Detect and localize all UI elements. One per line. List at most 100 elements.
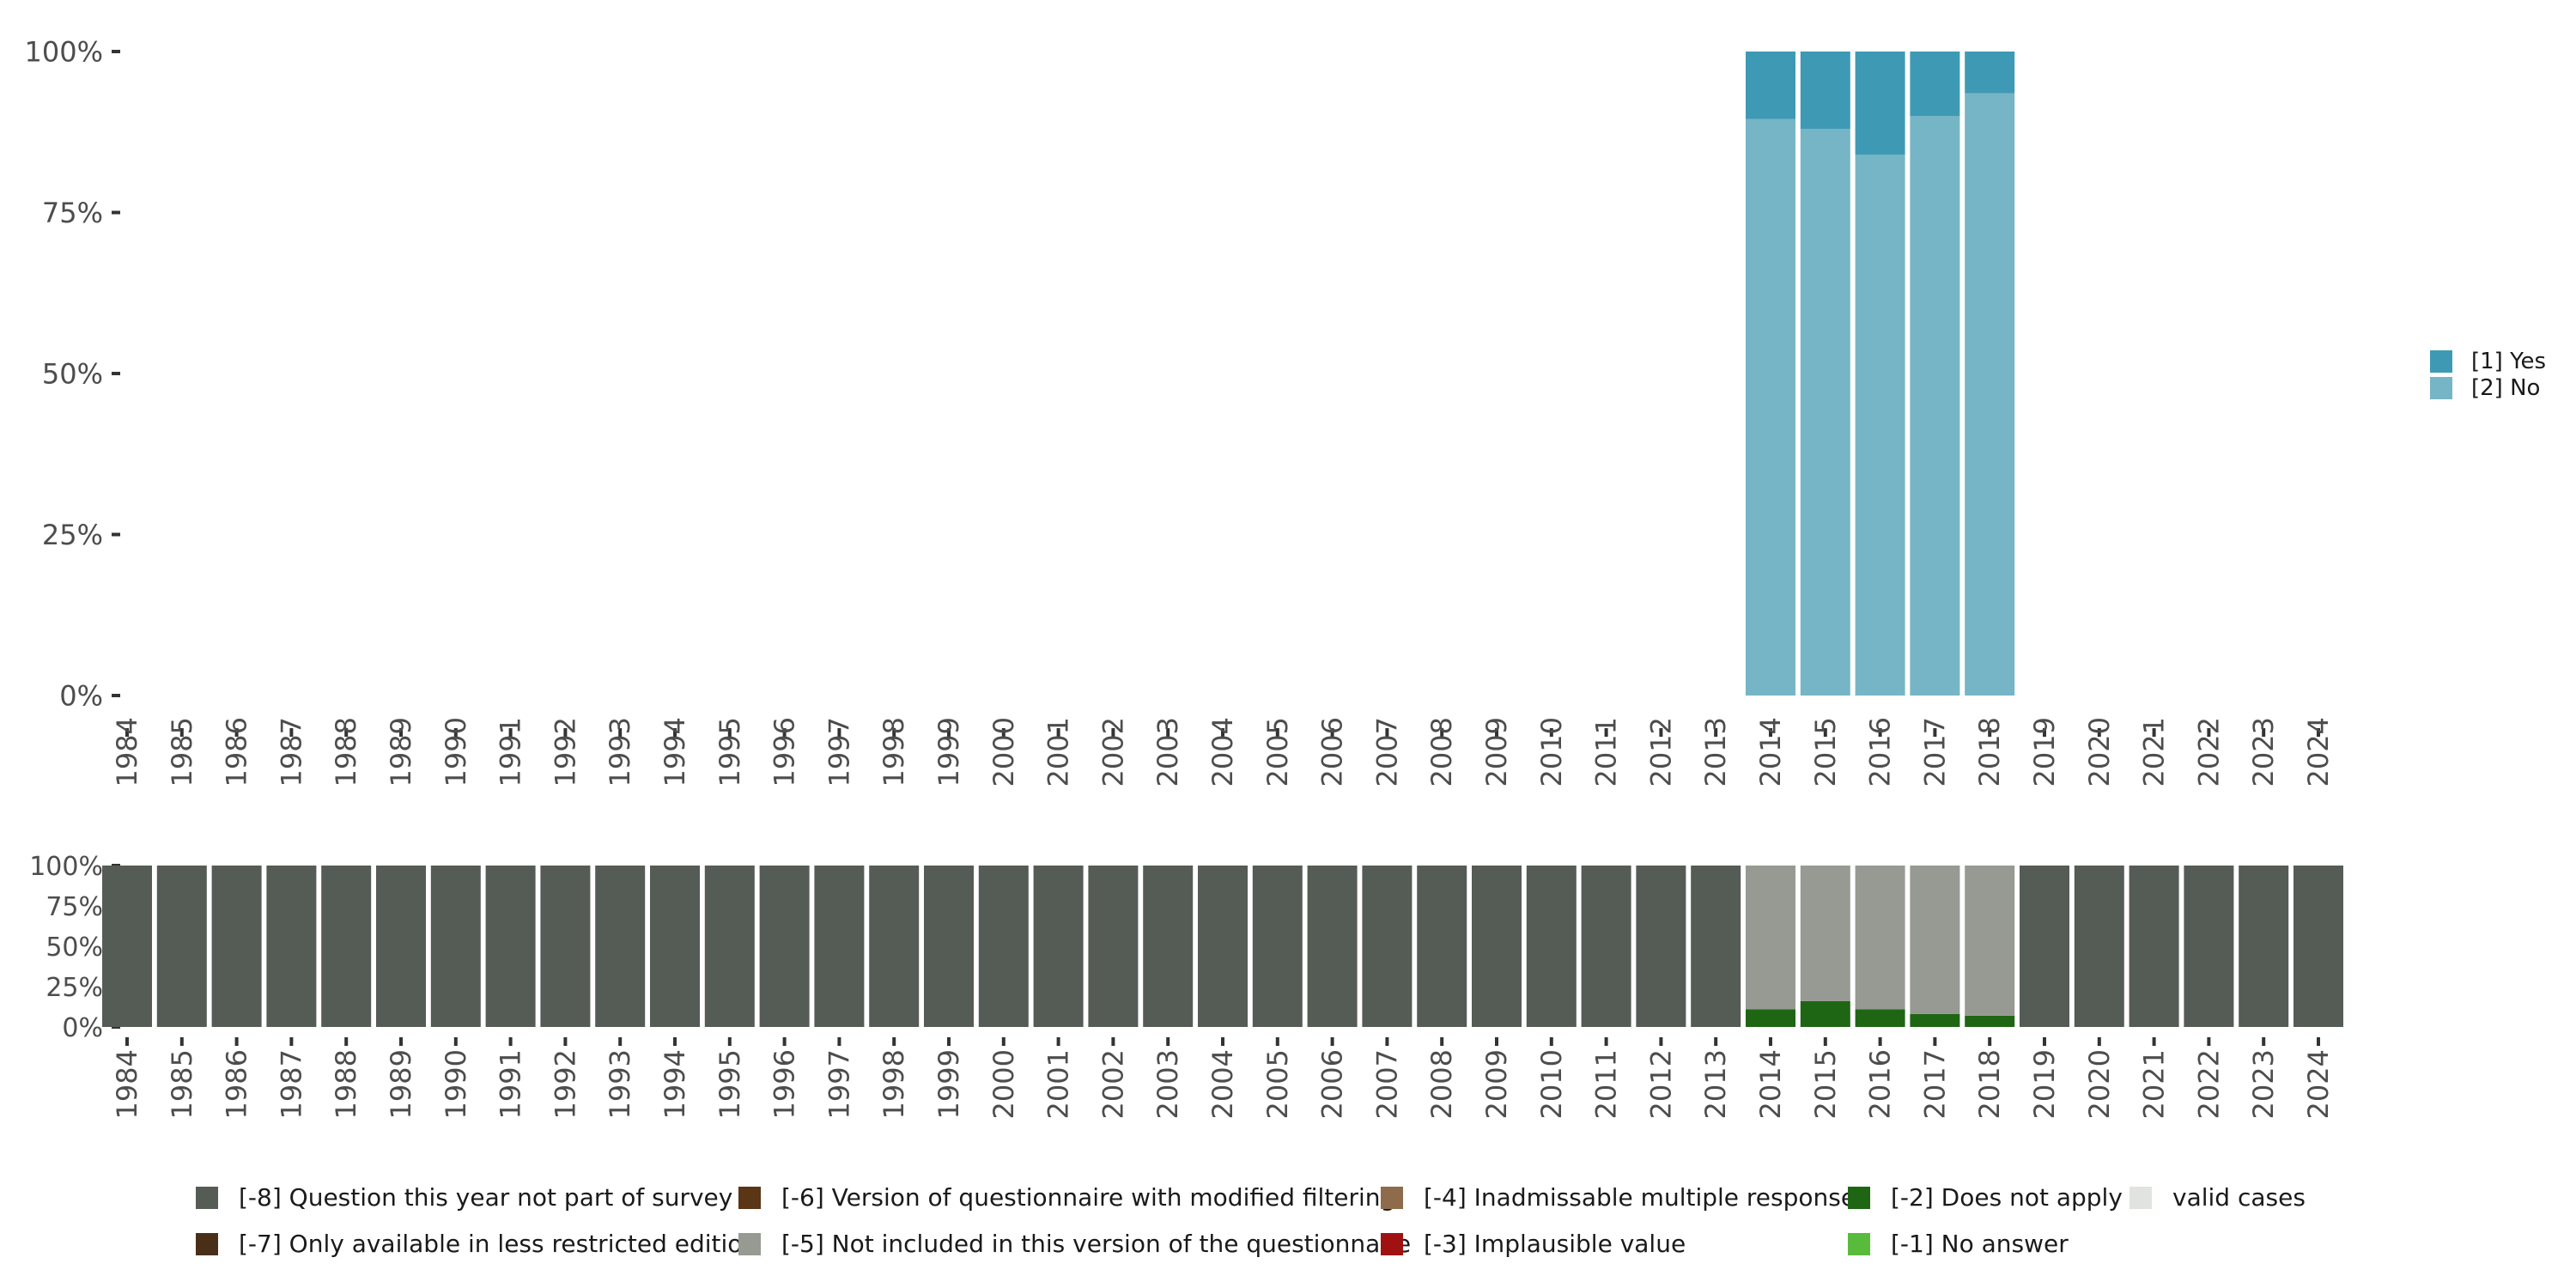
bottom-legend-item: [-6] Version of questionnaire with modif… [738,1183,1395,1212]
bar-segment [485,866,536,1027]
x-tick-label: 1994 [659,717,691,787]
bar-segment [1855,866,1905,1010]
bar-segment [650,866,700,1027]
bar-segment [1252,866,1303,1027]
legend-swatch [1381,1232,1403,1255]
legend-label: [-8] Question this year not part of surv… [239,1183,733,1212]
bar-segment [1746,866,1795,1010]
x-tick-label: 1990 [440,1049,472,1119]
x-tick-label: 2022 [2192,717,2225,787]
legend-label: [-6] Version of questionnaire with modif… [781,1183,1396,1212]
bar-segment [1088,866,1139,1027]
x-tick-label: 2023 [2247,1049,2280,1119]
bar-segment [2239,866,2289,1027]
bar-segment [869,866,920,1027]
y-tick-label: 75% [42,197,103,229]
x-tick-label: 2007 [1370,717,1403,787]
bar-segment [2074,866,2124,1027]
y-tick-label: 75% [46,892,103,922]
legend-swatch [1848,1232,1870,1255]
bar-segment [814,866,865,1027]
x-tick-label: 2014 [1754,1049,1787,1119]
bar-segment [1910,52,1960,116]
x-tick-label: 1992 [549,1049,581,1119]
bar-segment [266,866,317,1027]
x-tick-label: 2021 [2138,717,2171,787]
x-tick-label: 1986 [221,717,253,787]
legend-swatch [1381,1186,1403,1209]
bar-segment [156,866,207,1027]
x-tick-label: 2011 [1590,1049,1623,1119]
x-tick-label: 2016 [1864,1049,1897,1119]
x-tick-label: 2016 [1864,717,1897,787]
x-tick-label: 2004 [1206,1049,1239,1119]
legend-label: [-7] Only available in less restricted e… [239,1230,758,1258]
legend-swatch [738,1232,761,1255]
x-tick-label: 2003 [1151,1049,1184,1119]
bar-segment [1965,93,2015,696]
bar-segment [924,866,974,1027]
x-tick-label: 2003 [1151,717,1184,787]
bar-segment [1746,52,1795,119]
top-legend-no: [2] No [2430,375,2540,401]
legend-swatch-no [2430,377,2452,399]
x-tick-label: 1985 [166,1049,198,1119]
bottom-legend-item: [-1] No answer [1848,1230,2069,1258]
legend-label-yes: [1] Yes [2471,349,2547,374]
x-tick-label: 2001 [1042,717,1075,787]
x-tick-label: 1988 [330,1049,362,1119]
bar-segment [1362,866,1413,1027]
bar-segment [376,866,426,1027]
legend-swatch [738,1186,761,1209]
x-tick-label: 1994 [659,1049,691,1119]
bar-segment [1800,866,1850,1001]
x-tick-label: 2001 [1042,1049,1075,1119]
bar-segment [2020,866,2069,1027]
x-tick-label: 2012 [1644,1049,1677,1119]
x-tick-label: 2017 [1918,717,1951,787]
chart-panel-2: 0% 25% 50% 75% 100% 1984 1985 1986 1987 1988 1989 1… [29,852,2343,1119]
bar-segment [704,866,755,1027]
bar-segment [1965,866,2015,1016]
x-tick-label: 1987 [275,717,307,787]
top-legend-yes: [1] Yes [2430,349,2546,374]
x-tick-label: 2019 [2028,1049,2061,1119]
bar-segment [1746,1009,1795,1027]
legend-swatch [196,1232,218,1255]
x-tick-label: 2012 [1644,717,1677,787]
x-tick-label: 2000 [987,717,1020,787]
bar-segment [1526,866,1577,1027]
x-tick-label: 1987 [275,1049,307,1119]
x-tick-label: 2006 [1316,717,1349,787]
bottom-legend-item: [-8] Question this year not part of surv… [196,1183,732,1212]
bar-segment [2293,866,2343,1027]
bar-segment [759,866,810,1027]
x-tick-label: 1984 [111,1049,143,1119]
x-tick-label: 1990 [440,717,472,787]
y-tick-label: 50% [42,358,103,391]
x-tick-label: 2014 [1754,717,1787,787]
x-tick-label: 1988 [330,717,362,787]
bar-segment [1965,52,2015,94]
x-tick-label: 2013 [1699,1049,1732,1119]
legend-swatch [2129,1186,2152,1209]
x-tick-label: 1996 [769,1049,801,1119]
x-tick-label: 2009 [1480,717,1513,787]
bottom-legend-item: [-3] Implausible value [1381,1230,1686,1258]
bottom-legend-item: [-5] Not included in this version of the… [738,1230,1411,1258]
x-tick-label: 2023 [2247,717,2280,787]
x-tick-label: 2015 [1809,717,1842,787]
x-tick-label: 2002 [1097,717,1129,787]
x-tick-label: 2006 [1316,1049,1349,1119]
bar-segment [1307,866,1358,1027]
x-tick-label: 1992 [549,717,581,787]
bar-segment [540,866,591,1027]
bar-segment [430,866,481,1027]
bar-segment [1417,866,1467,1027]
bar-segment [1581,866,1631,1027]
x-tick-label: 1985 [166,717,198,787]
bar-segment [1855,52,1905,155]
x-tick-label: 2000 [987,1049,1020,1119]
bar-segment [1033,866,1084,1027]
x-tick-label: 1984 [111,717,143,787]
